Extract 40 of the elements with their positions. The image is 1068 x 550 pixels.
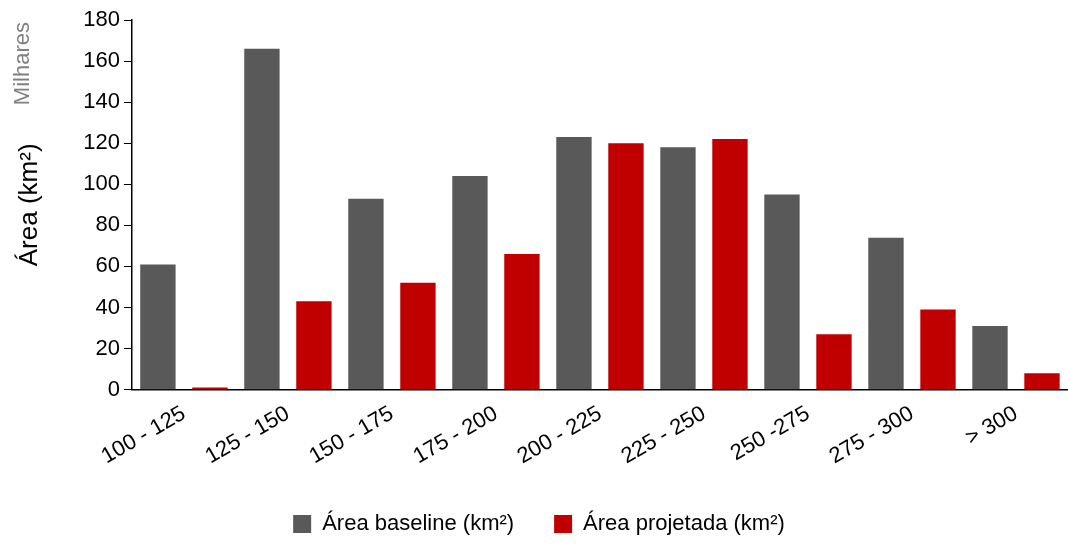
- legend-label: Área baseline (km²): [322, 510, 515, 536]
- bar: [816, 334, 852, 390]
- bar: [868, 237, 904, 390]
- bar: [660, 147, 696, 390]
- bar: [400, 282, 436, 390]
- x-tick-label: 250 -275: [725, 400, 814, 466]
- bar: [504, 254, 540, 390]
- x-tick-label: 175 - 200: [408, 400, 502, 469]
- bar: [140, 264, 176, 390]
- bar: [920, 309, 956, 390]
- bar: [296, 301, 332, 390]
- y-tick-label: 160: [83, 47, 120, 73]
- y-tick-label: 20: [95, 334, 120, 360]
- legend-label: Área projetada (km²): [583, 510, 785, 536]
- bar: [556, 137, 592, 390]
- bar: [712, 139, 748, 390]
- y-tick-label: 0: [107, 375, 120, 401]
- bar: [244, 48, 280, 390]
- y-tick-label: 140: [83, 88, 120, 114]
- y-axis-title: Área (km²): [12, 143, 43, 267]
- bar: [608, 143, 644, 390]
- y-tick-label: 180: [83, 6, 120, 32]
- y-tick-label: 60: [95, 252, 120, 278]
- x-tick-label: > 300: [960, 400, 1022, 450]
- x-tick-label: 150 - 175: [304, 400, 398, 469]
- x-tick-label: 125 - 150: [200, 400, 294, 469]
- x-tick-label: 100 - 125: [96, 400, 190, 469]
- bar: [972, 325, 1008, 390]
- x-tick-label: 200 - 225: [512, 400, 606, 469]
- bar: [1024, 373, 1060, 390]
- y-tick-label: 40: [95, 293, 120, 319]
- x-tick-label: 275 - 300: [824, 400, 918, 469]
- bar: [348, 198, 384, 390]
- text: Milhares: [9, 22, 35, 106]
- bar: [452, 176, 488, 390]
- y-tick-label: 100: [83, 170, 120, 196]
- bar: [764, 194, 800, 390]
- y-tick-label: 80: [95, 211, 120, 237]
- y-tick-label: 120: [83, 129, 120, 155]
- x-tick-label: 225 - 250: [616, 400, 710, 469]
